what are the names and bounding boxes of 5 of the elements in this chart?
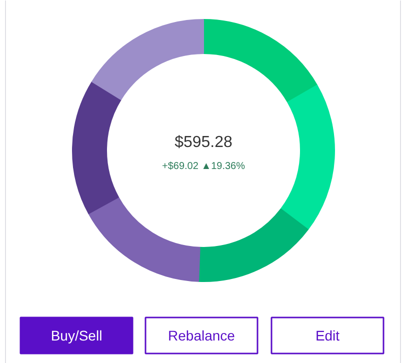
text: Buy/Sell (50, 328, 102, 344)
text: Rebalance (168, 328, 236, 344)
text: +$69.02 ▲19.36% (162, 161, 246, 172)
text: $595.28 (174, 134, 233, 151)
text: Edit (315, 328, 340, 344)
